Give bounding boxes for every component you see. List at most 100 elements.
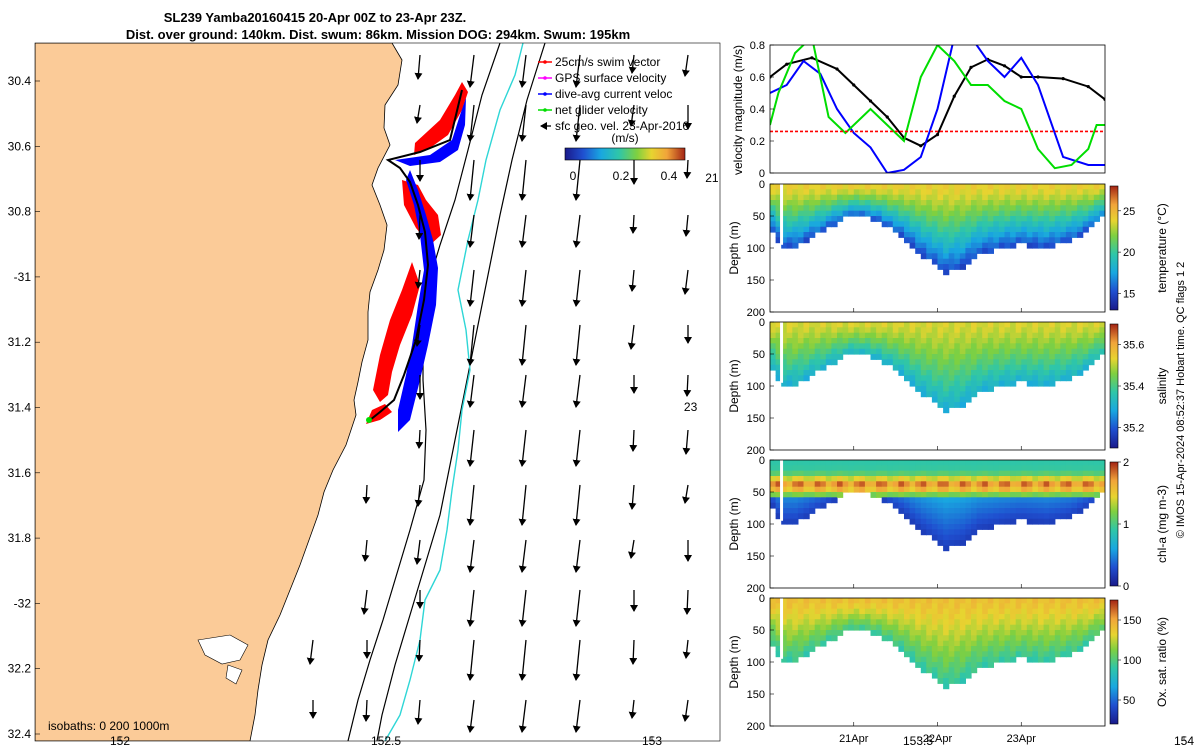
section-cell [853, 603, 860, 610]
section-cell [976, 518, 983, 525]
section-cell [1043, 348, 1050, 355]
section-cell [1043, 338, 1050, 344]
velocity-point [935, 133, 940, 137]
section-cell [1065, 481, 1073, 488]
section-cell [959, 200, 966, 206]
section-cell [1088, 492, 1095, 498]
section-cell [920, 221, 927, 228]
section-cell [1038, 332, 1045, 339]
section-cell [781, 465, 788, 472]
surface-velocity-arrow [681, 269, 690, 295]
section-cell [931, 630, 939, 636]
section-cell [993, 513, 1000, 520]
section-cell [926, 184, 933, 190]
section-cell [965, 635, 972, 642]
section-cell [971, 380, 978, 387]
section-cell [982, 332, 989, 339]
section-cell [797, 635, 805, 642]
section-cell [1077, 465, 1084, 472]
section-cell [982, 481, 989, 488]
section-cell [959, 465, 966, 472]
section-cell [915, 646, 922, 652]
section-gap [780, 598, 784, 659]
section-cell [920, 205, 927, 212]
section-cell [864, 598, 872, 604]
section-cell [1049, 470, 1056, 477]
section-cell [1021, 348, 1028, 355]
section-cell [1077, 322, 1084, 328]
section-cell [931, 651, 939, 658]
section-cell [937, 667, 944, 674]
section-cell [1065, 332, 1073, 339]
section-cell [931, 486, 939, 493]
section-cell [931, 391, 939, 398]
section-cell [998, 348, 1006, 355]
section-cell [803, 332, 810, 339]
section-cell [1015, 513, 1022, 520]
section-cell [920, 375, 927, 382]
section-cell [909, 608, 916, 615]
section-cell [797, 184, 805, 190]
section-cell [920, 460, 927, 466]
section-cell [965, 396, 972, 403]
section-cell [937, 513, 944, 520]
section-cell [775, 226, 782, 233]
section-cell [920, 237, 927, 244]
section-cell [1088, 624, 1095, 631]
section-cell [1082, 359, 1089, 366]
section-cell [1082, 630, 1089, 636]
section-cell [909, 226, 916, 233]
section-cell [982, 322, 989, 328]
section-cell [1043, 492, 1050, 498]
section-cell [976, 232, 983, 238]
section-cell [965, 205, 972, 212]
section-cell [987, 184, 994, 190]
section-cell [892, 465, 899, 472]
section-cell [898, 232, 905, 238]
section-cell [898, 614, 905, 620]
section-cell [837, 184, 844, 190]
section-cell [853, 486, 860, 493]
section-y-tick-label: 0 [759, 593, 765, 605]
section-cell [898, 635, 905, 642]
section-cell [965, 189, 972, 196]
section-cell [775, 502, 782, 509]
section-cell [786, 502, 793, 509]
section-cell [803, 343, 810, 350]
section-cell [993, 651, 1000, 658]
section-cell [1054, 492, 1061, 498]
section-cell [803, 608, 810, 615]
section-cell [1043, 194, 1050, 201]
section-cell [1054, 184, 1061, 190]
section-cell [809, 598, 816, 604]
section-cell [1088, 465, 1095, 472]
section-cell [792, 619, 799, 626]
section-cell [1054, 646, 1061, 652]
section-cell [976, 221, 983, 228]
section-cell [825, 624, 832, 631]
section-cell [926, 237, 933, 244]
section-cell [1060, 492, 1067, 498]
section-cell [887, 486, 894, 493]
section-cell [1015, 205, 1022, 212]
section-cell [809, 232, 816, 238]
section-cell [1060, 343, 1067, 350]
section-cell [814, 226, 821, 233]
section-cell [954, 402, 961, 408]
section-cell [1060, 189, 1067, 196]
section-cell [781, 502, 788, 509]
section-cell [1065, 497, 1073, 504]
section-cell [1021, 364, 1028, 371]
section-cell [959, 678, 966, 684]
velocity-y-tick-label: 0.4 [750, 104, 765, 116]
section-cell [887, 348, 894, 355]
section-cell [937, 194, 944, 201]
section-cell [775, 470, 782, 477]
section-cell [797, 476, 805, 482]
section-cell [1065, 322, 1073, 328]
section-cell [864, 327, 872, 334]
map-y-tick-label: -32 [14, 596, 32, 610]
surface-velocity-arrow [572, 639, 581, 681]
section-cell [959, 248, 966, 254]
section-cell [848, 614, 855, 620]
